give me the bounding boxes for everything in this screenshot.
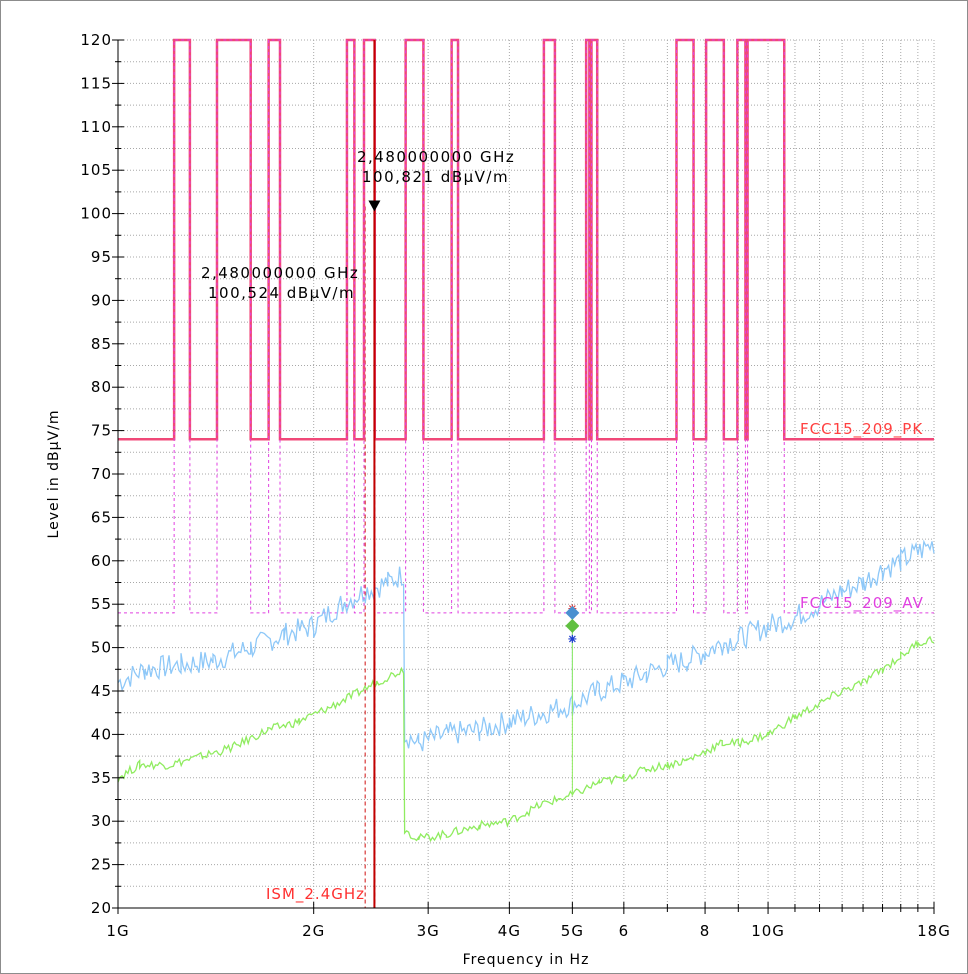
y-tick-label: 20 <box>91 899 112 917</box>
limit-lines <box>118 38 934 614</box>
marker-2-freq-label: 2,480000000 GHz <box>201 264 359 282</box>
y-tick-label: 55 <box>91 595 112 613</box>
y-tick-label: 50 <box>91 639 112 657</box>
y-tick-label: 65 <box>91 508 112 526</box>
trace-peak <box>117 539 935 752</box>
y-tick-label: 100 <box>80 205 112 223</box>
measurement-points <box>368 40 580 908</box>
y-tick-label: 70 <box>91 465 112 483</box>
marker-1-level-label: 100,821 dBµV/m <box>362 168 509 186</box>
x-tick-label: 2G <box>302 922 325 940</box>
y-axis-title: Level in dBµV/m <box>46 410 62 539</box>
y-tick-label: 115 <box>80 74 112 92</box>
x-tick-label: 5G <box>561 922 584 940</box>
y-tick-label: 75 <box>91 422 112 440</box>
x-tick-label: 6 <box>619 922 630 940</box>
marker-triangle <box>368 200 381 212</box>
marker-1-freq-label: 2,480000000 GHz <box>357 148 515 166</box>
y-tick-label: 95 <box>91 248 112 266</box>
y-tick-label: 35 <box>91 769 112 787</box>
marker-group: 2,480000000 GHz 100,821 dBµV/m 2,4800000… <box>201 148 515 302</box>
x-tick-labels: 1G 2G 3G 4G 5G 6 8 10G 18G <box>106 922 951 940</box>
limit-label-av: FCC15_209_AV <box>800 594 924 613</box>
x-axis-title: Frequency in Hz <box>463 952 590 968</box>
traces <box>117 539 935 843</box>
trace-average <box>117 635 935 843</box>
y-tick-label: 40 <box>91 725 112 743</box>
x-tick-label: 10G <box>751 922 785 940</box>
y-tick-label: 90 <box>91 291 112 309</box>
x-tick-label: 18G <box>917 922 951 940</box>
star-point <box>568 634 577 643</box>
diamond-point <box>565 618 580 633</box>
y-tick-label: 120 <box>80 31 112 49</box>
axes <box>112 39 935 914</box>
y-tick-label: 80 <box>91 378 112 396</box>
restricted-band-label: ISM_2.4GHz <box>266 885 365 904</box>
y-tick-labels: 20 25 30 35 40 45 50 55 60 65 70 75 80 85 90 95 100 105 11… <box>80 31 112 917</box>
y-tick-label: 60 <box>91 552 112 570</box>
y-tick-label: 25 <box>91 856 112 874</box>
limit-label-pk: FCC15_209_PK <box>800 420 923 439</box>
y-tick-label: 110 <box>80 118 112 136</box>
y-tick-label: 30 <box>91 812 112 830</box>
diamond-point <box>565 605 580 620</box>
x-tick-label: 1G <box>106 922 129 940</box>
x-tick-label: 8 <box>700 922 711 940</box>
marker-2-level-label: 100,524 dBµV/m <box>208 284 355 302</box>
y-tick-label: 45 <box>91 682 112 700</box>
y-tick-label: 85 <box>91 335 112 353</box>
y-tick-label: 105 <box>80 161 112 179</box>
x-tick-label: 3G <box>417 922 440 940</box>
x-tick-label: 4G <box>498 922 521 940</box>
